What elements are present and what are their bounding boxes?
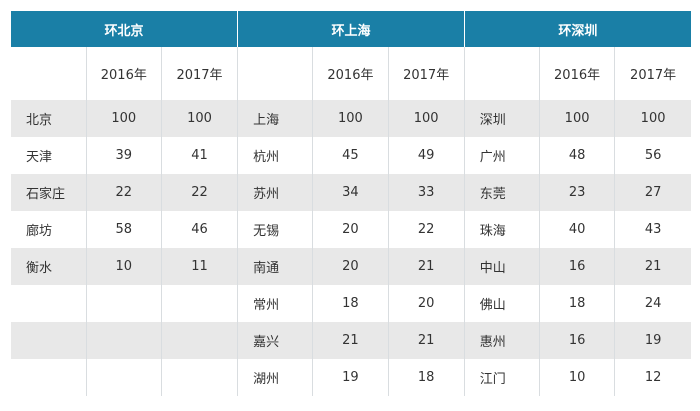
- value-2016-cell: 40: [539, 211, 616, 248]
- city-cell: 天津: [11, 137, 87, 174]
- value-2016-cell: 45: [312, 137, 389, 174]
- city-cell: 中山: [464, 248, 540, 285]
- table-row: 北京 100 100 上海 100 100 深圳 100 100: [11, 100, 691, 137]
- value-2016-cell: 10: [539, 359, 616, 396]
- value-2016-cell: 10: [86, 248, 162, 285]
- value-2016-cell: [86, 285, 162, 322]
- city-cell: [11, 285, 87, 322]
- value-2017-cell: [161, 322, 239, 359]
- city-cell: 南通: [237, 248, 314, 285]
- value-2017-cell: 33: [388, 174, 465, 211]
- value-2016-cell: 58: [86, 211, 162, 248]
- city-cell: 嘉兴: [237, 322, 314, 359]
- value-2016-cell: 18: [539, 285, 616, 322]
- value-2016-cell: 20: [312, 211, 389, 248]
- year-header: 2017年: [161, 47, 239, 100]
- value-2017-cell: 21: [614, 248, 691, 285]
- value-2016-cell: 100: [312, 100, 389, 137]
- city-column-header: [11, 47, 87, 100]
- value-2016-cell: 39: [86, 137, 162, 174]
- value-2017-cell: 21: [388, 322, 465, 359]
- group-title-beijing: 环北京: [11, 11, 239, 47]
- city-cell: 常州: [237, 285, 314, 322]
- value-2017-cell: 41: [161, 137, 239, 174]
- value-2017-cell: 27: [614, 174, 691, 211]
- value-2017-cell: 100: [388, 100, 465, 137]
- table-row: 石家庄 22 22 苏州 34 33 东莞 23 27: [11, 174, 691, 211]
- city-cell: 广州: [464, 137, 540, 174]
- table-row: 嘉兴 21 21 惠州 16 19: [11, 322, 691, 359]
- value-2016-cell: 21: [312, 322, 389, 359]
- value-2017-cell: 22: [388, 211, 465, 248]
- value-2016-cell: 34: [312, 174, 389, 211]
- city-column-header: [237, 47, 314, 100]
- year-header: 2017年: [614, 47, 691, 100]
- value-2016-cell: 19: [312, 359, 389, 396]
- year-header: 2017年: [388, 47, 465, 100]
- group-header-row: 环北京 环上海 环深圳: [11, 11, 691, 47]
- city-cell: 惠州: [464, 322, 540, 359]
- year-header-row: 2016年 2017年 2016年 2017年 2016年 2017年: [11, 47, 691, 100]
- value-2016-cell: 23: [539, 174, 616, 211]
- value-2017-cell: 24: [614, 285, 691, 322]
- city-cell: [11, 359, 87, 396]
- city-cell: 杭州: [237, 137, 314, 174]
- table-row: 天津 39 41 杭州 45 49 广州 48 56: [11, 137, 691, 174]
- value-2016-cell: 18: [312, 285, 389, 322]
- city-cell: [11, 322, 87, 359]
- value-2016-cell: 16: [539, 248, 616, 285]
- city-cell: 北京: [11, 100, 87, 137]
- value-2016-cell: [86, 359, 162, 396]
- city-cell: 廊坊: [11, 211, 87, 248]
- value-2016-cell: 100: [86, 100, 162, 137]
- value-2017-cell: 20: [388, 285, 465, 322]
- city-index-table: 环北京 环上海 环深圳 2016年 2017年 2016年 2017年 2016…: [11, 11, 691, 396]
- value-2016-cell: 20: [312, 248, 389, 285]
- city-cell: 湖州: [237, 359, 314, 396]
- city-cell: 苏州: [237, 174, 314, 211]
- city-cell: 深圳: [464, 100, 540, 137]
- value-2017-cell: 100: [614, 100, 691, 137]
- value-2017-cell: 49: [388, 137, 465, 174]
- value-2017-cell: 46: [161, 211, 239, 248]
- city-column-header: [464, 47, 540, 100]
- value-2016-cell: [86, 322, 162, 359]
- value-2017-cell: 12: [614, 359, 691, 396]
- value-2016-cell: 100: [539, 100, 616, 137]
- value-2017-cell: [161, 359, 239, 396]
- value-2016-cell: 22: [86, 174, 162, 211]
- city-cell: 江门: [464, 359, 540, 396]
- year-header: 2016年: [539, 47, 616, 100]
- value-2017-cell: 18: [388, 359, 465, 396]
- group-title-shanghai: 环上海: [237, 11, 465, 47]
- value-2017-cell: 22: [161, 174, 239, 211]
- city-cell: 佛山: [464, 285, 540, 322]
- city-cell: 无锡: [237, 211, 314, 248]
- table-row: 衡水 10 11 南通 20 21 中山 16 21: [11, 248, 691, 285]
- value-2017-cell: 11: [161, 248, 239, 285]
- table-row: 湖州 19 18 江门 10 12: [11, 359, 691, 396]
- city-cell: 东莞: [464, 174, 540, 211]
- value-2017-cell: [161, 285, 239, 322]
- table-row: 廊坊 58 46 无锡 20 22 珠海 40 43: [11, 211, 691, 248]
- year-header: 2016年: [312, 47, 389, 100]
- value-2017-cell: 100: [161, 100, 239, 137]
- value-2016-cell: 48: [539, 137, 616, 174]
- value-2017-cell: 19: [614, 322, 691, 359]
- value-2016-cell: 16: [539, 322, 616, 359]
- table-row: 常州 18 20 佛山 18 24: [11, 285, 691, 322]
- value-2017-cell: 56: [614, 137, 691, 174]
- group-title-shenzhen: 环深圳: [464, 11, 691, 47]
- year-header: 2016年: [86, 47, 162, 100]
- value-2017-cell: 21: [388, 248, 465, 285]
- city-cell: 石家庄: [11, 174, 87, 211]
- value-2017-cell: 43: [614, 211, 691, 248]
- city-cell: 衡水: [11, 248, 87, 285]
- city-cell: 珠海: [464, 211, 540, 248]
- city-cell: 上海: [237, 100, 314, 137]
